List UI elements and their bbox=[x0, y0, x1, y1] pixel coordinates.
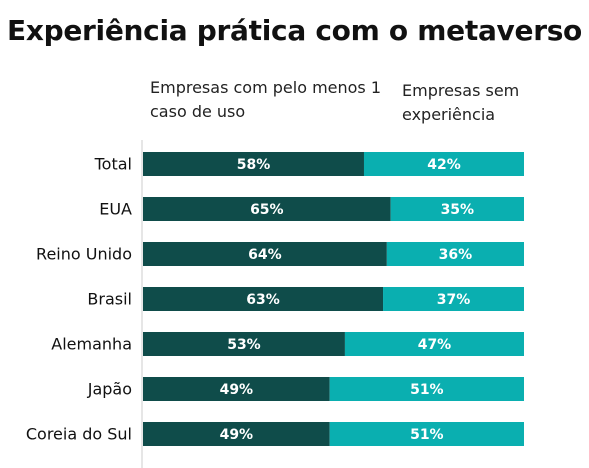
axis-line bbox=[141, 140, 143, 468]
bar-segment-coreia-do-sul-series-1 bbox=[143, 422, 330, 446]
bar-segment-reino-unido-series-2 bbox=[386, 242, 524, 266]
bar-segment-total-series-2 bbox=[363, 152, 524, 176]
bar-segment-brasil-series-2 bbox=[383, 287, 524, 311]
category-label-total: Total bbox=[94, 155, 132, 174]
bar-segment-eua-series-1 bbox=[143, 197, 391, 221]
data-label-brasil-series-2: 37% bbox=[437, 292, 471, 308]
category-label-jap-o: Japão bbox=[87, 380, 132, 399]
bar-segment-alemanha-series-1 bbox=[143, 332, 345, 356]
data-label-reino-unido-series-1: 64% bbox=[248, 247, 282, 263]
bar-segment-jap-o-series-2 bbox=[329, 377, 524, 401]
data-label-jap-o-series-1: 49% bbox=[220, 382, 254, 398]
bar-segment-brasil-series-1 bbox=[143, 287, 384, 311]
data-label-alemanha-series-2: 47% bbox=[418, 337, 452, 353]
data-label-total-series-2: 42% bbox=[427, 157, 461, 173]
data-label-alemanha-series-1: 53% bbox=[227, 337, 261, 353]
data-label-eua-series-2: 35% bbox=[441, 202, 475, 218]
legend-label-with-use-case: Empresas com pelo menos 1 caso de uso bbox=[150, 78, 382, 121]
bar-segment-eua-series-2 bbox=[390, 197, 524, 221]
category-label-reino-unido: Reino Unido bbox=[36, 245, 132, 264]
bar-segment-jap-o-series-1 bbox=[143, 377, 330, 401]
data-label-total-series-1: 58% bbox=[237, 157, 271, 173]
data-label-brasil-series-1: 63% bbox=[246, 292, 280, 308]
data-label-coreia-do-sul-series-1: 49% bbox=[220, 427, 254, 443]
chart-title: Experiência prática com o metaverso bbox=[7, 14, 582, 47]
category-label-alemanha: Alemanha bbox=[51, 335, 132, 354]
category-label-eua: EUA bbox=[99, 200, 132, 219]
bar-segment-coreia-do-sul-series-2 bbox=[329, 422, 524, 446]
bar-segment-reino-unido-series-1 bbox=[143, 242, 387, 266]
data-label-jap-o-series-2: 51% bbox=[410, 382, 444, 398]
category-label-brasil: Brasil bbox=[87, 290, 132, 309]
data-label-coreia-do-sul-series-2: 51% bbox=[410, 427, 444, 443]
bar-segment-alemanha-series-2 bbox=[344, 332, 524, 356]
legend-label-no-experience: Empresas sem experiência bbox=[402, 81, 520, 124]
data-label-eua-series-1: 65% bbox=[250, 202, 284, 218]
bar-segment-total-series-1 bbox=[143, 152, 364, 176]
category-label-coreia-do-sul: Coreia do Sul bbox=[26, 425, 132, 444]
data-label-reino-unido-series-2: 36% bbox=[439, 247, 473, 263]
